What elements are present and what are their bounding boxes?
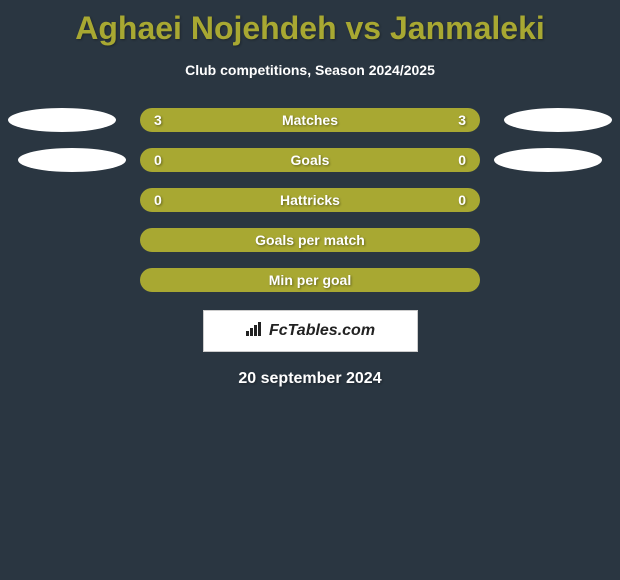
stat-right-value: 0 — [458, 152, 466, 168]
stat-right-value: 3 — [458, 112, 466, 128]
stat-label: Hattricks — [280, 192, 340, 208]
stat-row: Goals per match — [0, 228, 620, 252]
logo-text: FcTables.com — [245, 321, 375, 342]
stat-row: 0 Hattricks 0 — [0, 188, 620, 212]
stat-row: 0 Goals 0 — [0, 148, 620, 172]
left-ellipse — [18, 148, 126, 172]
stat-bar: 0 Hattricks 0 — [140, 188, 480, 212]
logo-box[interactable]: FcTables.com — [203, 310, 418, 352]
stat-bar: Min per goal — [140, 268, 480, 292]
stat-bar: 3 Matches 3 — [140, 108, 480, 132]
right-ellipse — [494, 148, 602, 172]
stat-bar: Goals per match — [140, 228, 480, 252]
stat-label: Min per goal — [269, 272, 351, 288]
stat-rows-area: 3 Matches 3 0 Goals 0 0 Hattricks 0 Goals per mat… — [0, 108, 620, 292]
stat-row: 3 Matches 3 — [0, 108, 620, 132]
stat-left-value: 0 — [154, 152, 162, 168]
logo-label: FcTables.com — [269, 322, 375, 340]
stat-row: Min per goal — [0, 268, 620, 292]
left-ellipse — [8, 108, 116, 132]
stat-label: Matches — [282, 112, 338, 128]
infographic-container: Aghaei Nojehdeh vs Janmaleki Club compet… — [0, 0, 620, 580]
right-ellipse — [504, 108, 612, 132]
stat-left-value: 0 — [154, 192, 162, 208]
stat-right-value: 0 — [458, 192, 466, 208]
date-text: 20 september 2024 — [238, 370, 381, 388]
chart-icon — [245, 321, 265, 342]
subtitle: Club competitions, Season 2024/2025 — [185, 62, 435, 78]
stat-label: Goals per match — [255, 232, 365, 248]
stat-left-value: 3 — [154, 112, 162, 128]
stat-bar: 0 Goals 0 — [140, 148, 480, 172]
stat-label: Goals — [291, 152, 330, 168]
page-title: Aghaei Nojehdeh vs Janmaleki — [75, 10, 545, 47]
